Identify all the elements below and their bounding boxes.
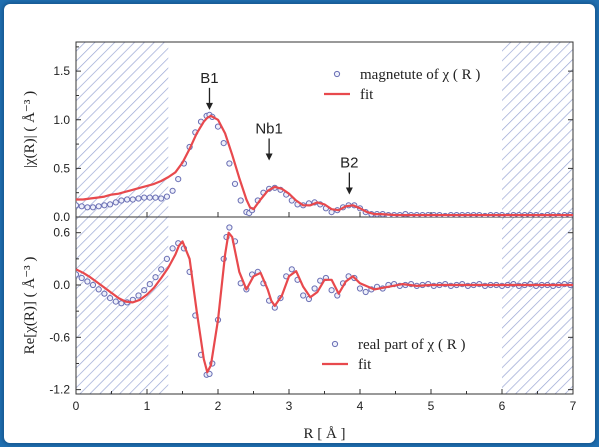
bottom-xtick-label: 1: [144, 399, 151, 413]
top-data-point: [112, 199, 119, 206]
bottom-data-point: [101, 290, 108, 297]
top-ytick-label: 1.5: [53, 64, 70, 78]
top-data-point: [84, 204, 91, 211]
exafs-chart: 0.0 0.5 1.0 1.5 -1.2 -0.6 0.0 0.6 0 1 2 3 4 5 6 7 R [ Å …: [22, 41, 577, 442]
bottom-data-point: [78, 274, 85, 282]
top-shaded-region-1: [502, 42, 573, 217]
bottom-legend-marker-swatch: [331, 340, 339, 348]
top-data-point: [175, 176, 182, 183]
top-fit-line: [76, 114, 573, 217]
top-data-point: [124, 196, 131, 203]
top-data-point: [89, 204, 97, 211]
x-axis-title: R [ Å ]: [303, 426, 345, 442]
bottom-data-point: [158, 266, 165, 273]
bottom-data-point: [95, 286, 102, 293]
top-ytick-label: 0.5: [53, 161, 70, 175]
annotation-label: B2: [340, 155, 358, 172]
bottom-data-point: [163, 255, 170, 262]
top-data-point: [231, 180, 239, 187]
bottom-data-point: [226, 224, 233, 231]
annotation-label: Nb1: [255, 120, 283, 137]
top-data-point: [95, 203, 102, 210]
bottom-data-point: [356, 285, 364, 292]
bottom-data-point: [288, 266, 295, 273]
top-ytick-label: 0.0: [53, 210, 70, 224]
top-shaded-region-0: [76, 42, 169, 217]
top-ytick-label: 1.0: [53, 113, 70, 127]
top-data-point: [152, 194, 159, 201]
bottom-legend-label: real part of χ ( R ): [358, 337, 465, 353]
top-data-point: [76, 202, 80, 209]
top-data-point: [237, 197, 244, 204]
bottom-data-point: [84, 278, 91, 285]
top-legend-label: magnetute of χ ( R ): [360, 67, 480, 83]
bottom-data-point: [146, 281, 153, 288]
top-data-point: [101, 202, 108, 209]
bottom-data-point: [112, 298, 119, 305]
top-data-point: [107, 201, 114, 208]
bottom-data-point: [107, 295, 114, 302]
bottom-data-point: [76, 271, 80, 278]
top-legend-label: fit: [360, 87, 374, 103]
top-series-group: [76, 111, 573, 217]
top-data-point: [169, 187, 176, 194]
bottom-ytick-label: -0.6: [49, 330, 70, 344]
annotation-arrow-head: [265, 153, 273, 161]
bottom-data-point: [141, 287, 148, 294]
bottom-data-point: [300, 292, 307, 299]
top-data-point: [78, 203, 85, 210]
top-data-point: [220, 140, 227, 147]
top-data-point: [163, 193, 170, 200]
top-legend-marker-swatch: [333, 70, 341, 78]
bottom-data-point: [152, 274, 159, 281]
top-y-axis-title: |χ(R)| ( Å⁻³ ): [22, 91, 38, 168]
bottom-shaded-region-1: [502, 217, 573, 394]
bottom-xtick-label: 7: [570, 399, 577, 413]
top-data-point: [141, 194, 148, 201]
bottom-xtick-label: 2: [215, 399, 222, 413]
bottom-data-point: [362, 288, 369, 296]
top-data-point: [135, 195, 142, 202]
top-data-point: [146, 194, 153, 201]
bottom-data-point: [311, 285, 318, 292]
top-data-point: [118, 197, 125, 204]
bottom-y-axis-title: Re[χ(R)] ( Å⁻³ ): [22, 257, 38, 355]
bottom-xtick-label: 3: [286, 399, 293, 413]
bottom-ytick-label: 0.6: [53, 226, 70, 240]
bottom-data-point: [169, 245, 176, 252]
top-data-point: [226, 160, 233, 167]
annotation-label: B1: [200, 70, 218, 87]
bottom-ytick-label: 0.0: [53, 278, 70, 292]
figure-frame: 0.0 0.5 1.0 1.5 -1.2 -0.6 0.0 0.6 0 1 2 3 4 5 6 7 R [ Å …: [4, 4, 595, 443]
bottom-fit-line: [76, 231, 573, 374]
bottom-legend-label: fit: [358, 357, 372, 373]
top-data-point: [129, 196, 136, 203]
bottom-xtick-label: 0: [73, 399, 80, 413]
bottom-ytick-label: -1.2: [49, 383, 70, 397]
bottom-data-point: [135, 292, 142, 299]
annotation-arrow-head: [205, 102, 213, 110]
annotation-arrow-head: [345, 187, 353, 195]
bottom-xtick-label: 4: [357, 399, 364, 413]
bottom-data-point: [328, 287, 335, 294]
top-data-point: [158, 195, 165, 202]
bottom-series-group: [76, 224, 573, 378]
bottom-xtick-label: 6: [499, 399, 506, 413]
bottom-data-point: [89, 281, 97, 289]
bottom-xtick-label: 5: [428, 399, 435, 413]
